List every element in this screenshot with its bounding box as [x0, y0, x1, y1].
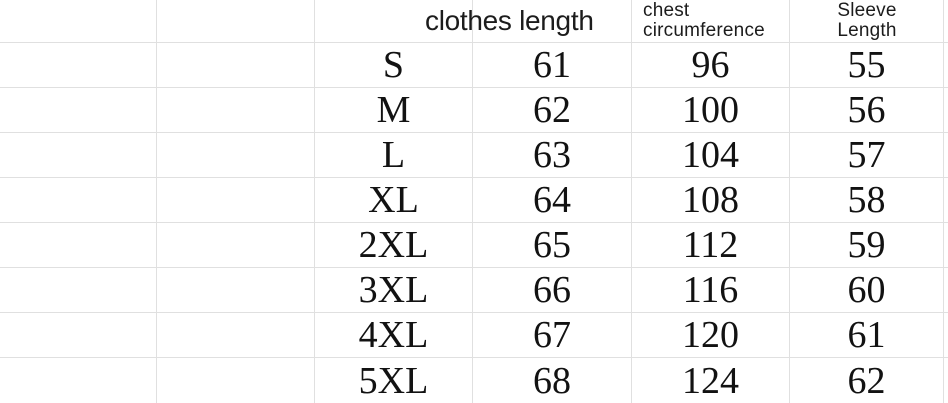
empty-cell — [0, 268, 157, 313]
sleeve-cell: 55 — [790, 43, 944, 88]
empty-cell — [157, 223, 315, 268]
sleeve-header-line2: Length — [837, 20, 897, 41]
size-cell: XL — [315, 178, 473, 223]
header-cell-chest — [632, 0, 790, 43]
empty-cell — [0, 88, 157, 133]
chest-cell: 104 — [632, 133, 790, 178]
filler-cell — [944, 178, 948, 223]
sleeve-cell: 61 — [790, 313, 944, 358]
empty-cell — [157, 88, 315, 133]
empty-cell — [157, 43, 315, 88]
filler-cell — [944, 223, 948, 268]
empty-cell — [0, 43, 157, 88]
sleeve-cell: 59 — [790, 223, 944, 268]
clothes-length-cell: 65 — [473, 223, 632, 268]
filler-cell — [944, 358, 948, 403]
size-cell: 5XL — [315, 358, 473, 403]
empty-cell — [157, 313, 315, 358]
empty-cell — [157, 268, 315, 313]
sleeve-cell: 58 — [790, 178, 944, 223]
column-header-chest-circumference: chest circumference — [643, 1, 765, 41]
empty-cell — [0, 313, 157, 358]
size-cell: L — [315, 133, 473, 178]
sleeve-header-line1: Sleeve — [837, 0, 897, 21]
sleeve-cell: 62 — [790, 358, 944, 403]
clothes-length-cell: 63 — [473, 133, 632, 178]
chest-cell: 116 — [632, 268, 790, 313]
sleeve-cell: 56 — [790, 88, 944, 133]
clothes-length-cell: 61 — [473, 43, 632, 88]
size-cell: S — [315, 43, 473, 88]
chest-cell: 96 — [632, 43, 790, 88]
empty-cell — [0, 178, 157, 223]
chest-cell: 100 — [632, 88, 790, 133]
size-cell: M — [315, 88, 473, 133]
empty-cell — [157, 178, 315, 223]
header-cell-empty-2 — [157, 0, 315, 43]
filler-cell — [944, 268, 948, 313]
size-cell: 2XL — [315, 223, 473, 268]
sleeve-cell: 60 — [790, 268, 944, 313]
header-cell-empty-1 — [0, 0, 157, 43]
empty-cell — [157, 358, 315, 403]
empty-cell — [0, 223, 157, 268]
size-cell: 4XL — [315, 313, 473, 358]
clothes-length-cell: 62 — [473, 88, 632, 133]
filler-cell — [944, 313, 948, 358]
header-cell-sleeve — [790, 0, 944, 43]
chest-cell: 124 — [632, 358, 790, 403]
column-header-clothes-length: clothes length — [425, 5, 594, 36]
filler-cell — [944, 88, 948, 133]
sleeve-cell: 57 — [790, 133, 944, 178]
empty-cell — [0, 358, 157, 403]
empty-cell — [0, 133, 157, 178]
clothes-length-cell: 66 — [473, 268, 632, 313]
filler-cell — [944, 133, 948, 178]
chest-header-line1: chest — [643, 0, 690, 21]
column-header-sleeve-length: Sleeve Length — [790, 1, 944, 41]
clothes-length-cell: 68 — [473, 358, 632, 403]
header-cell-size — [315, 0, 473, 43]
chest-cell: 120 — [632, 313, 790, 358]
chest-cell: 112 — [632, 223, 790, 268]
chest-header-line2: circumference — [643, 20, 765, 41]
chest-cell: 108 — [632, 178, 790, 223]
header-cell-filler — [944, 0, 948, 43]
header-cell-clothes-length — [473, 0, 632, 43]
clothes-length-cell: 67 — [473, 313, 632, 358]
filler-cell — [944, 43, 948, 88]
clothes-length-cell: 64 — [473, 178, 632, 223]
empty-cell — [157, 133, 315, 178]
size-cell: 3XL — [315, 268, 473, 313]
